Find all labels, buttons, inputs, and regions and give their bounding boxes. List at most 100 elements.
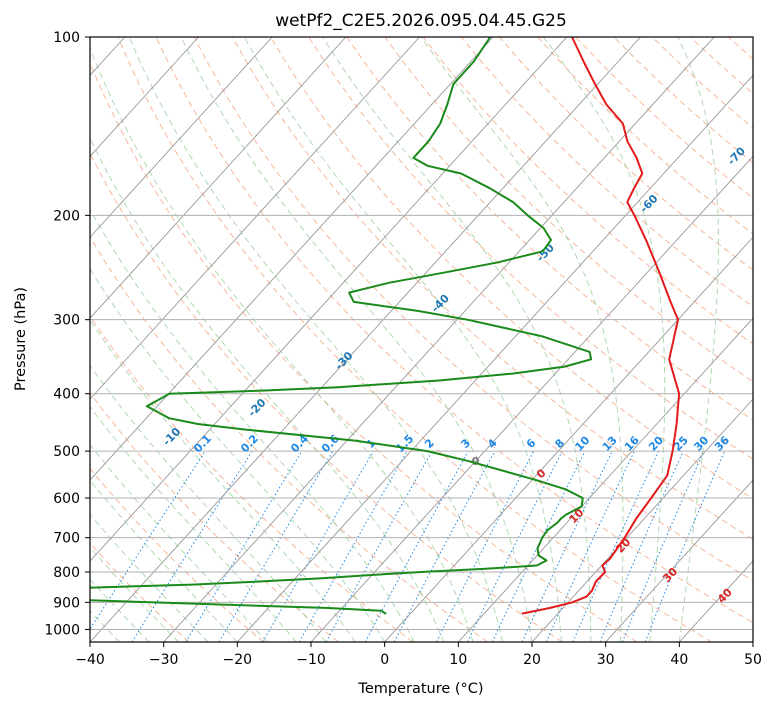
- dry-adiabat: [90, 542, 190, 642]
- moist-adiabat-label: -30: [332, 349, 355, 373]
- mixing-ratio-line: [572, 450, 660, 642]
- dry-adiabat: [689, 37, 753, 94]
- pressure-gridlines: [90, 37, 753, 630]
- isotherm: [90, 37, 273, 238]
- isotherm: [90, 37, 641, 642]
- dry-adiabat: [90, 152, 563, 642]
- dry-adiabat: [90, 315, 414, 642]
- y-axis-label: Pressure (hPa): [13, 287, 29, 391]
- mixing-ratio-label: 0.1: [191, 432, 214, 455]
- moist-adiabat: [90, 267, 386, 642]
- mixing-ratio-label: 2: [422, 436, 437, 451]
- x-axis-ticks: −40 −30 −20 −10 0 10 20 30 40 50: [75, 642, 762, 668]
- moist-adiabat: [90, 364, 327, 642]
- dry-adiabat: [90, 392, 339, 642]
- y-tick-label: 700: [53, 531, 80, 547]
- y-tick-label: 1000: [44, 622, 80, 638]
- moist-adiabat: [243, 37, 562, 642]
- mixing-ratio-line: [262, 450, 374, 642]
- x-tick-label: 20: [523, 652, 541, 668]
- moist-adiabat: [128, 37, 503, 642]
- dry-adiabat: [346, 37, 753, 421]
- moist-adiabats: [90, 37, 719, 642]
- x-tick-label: 10: [449, 652, 467, 668]
- moist-adiabat: [90, 136, 445, 642]
- mixing-ratio-line: [393, 450, 496, 642]
- mixing-ratio-line: [599, 450, 684, 642]
- moist-adiabat-label: -60: [638, 192, 661, 216]
- chart-title: wetPf2_C2E5.2026.095.04.45.G25: [275, 11, 567, 31]
- moist-adiabat: [90, 319, 356, 642]
- dry-adiabat: [90, 467, 264, 642]
- dry-adiabat: [90, 235, 488, 642]
- plot-frame: [89, 36, 754, 643]
- moist-adiabat: [180, 37, 533, 642]
- mixing-ratio-label: 0.6: [319, 432, 342, 455]
- isotherm: [90, 37, 494, 481]
- isotherm: [90, 37, 199, 157]
- isotherm: [605, 479, 753, 642]
- moist-adiabat: [420, 37, 624, 642]
- isotherm-label: 40: [715, 586, 735, 606]
- isotherms: [90, 37, 753, 642]
- zero-label: 0: [472, 455, 480, 468]
- y-tick-label: 100: [53, 30, 80, 46]
- y-tick-label: 300: [53, 313, 80, 329]
- moist-adiabat: [90, 405, 297, 642]
- isotherm: [458, 317, 753, 642]
- moist-adiabat: [322, 37, 592, 642]
- x-tick-label: −40: [75, 652, 105, 668]
- moist-adiabat: [677, 37, 719, 642]
- x-tick-label: 0: [380, 652, 389, 668]
- isotherm: [90, 37, 420, 400]
- mixing-ratio-label: 3: [458, 436, 473, 451]
- moist-adiabat: [90, 46, 474, 642]
- x-tick-label: 40: [670, 652, 688, 668]
- moist-adiabat: [542, 37, 666, 642]
- x-tick-label: −20: [223, 652, 253, 668]
- y-tick-label: 400: [53, 387, 80, 403]
- isotherm: [90, 37, 347, 319]
- dry-adiabat: [728, 37, 753, 60]
- x-tick-label: 30: [597, 652, 615, 668]
- moist-adiabat: [90, 479, 238, 642]
- moist-adiabat: [90, 208, 415, 642]
- y-axis-ticks: 1000 900 800 700 600 500 400 300 200 100: [44, 30, 90, 638]
- x-tick-label: 50: [744, 652, 762, 668]
- isotherm: [310, 155, 753, 642]
- dry-adiabat: [422, 37, 753, 345]
- mixing-ratio-label: 8: [552, 436, 567, 451]
- isotherm-label: 0: [534, 466, 549, 481]
- mixing-ratio-label: 6: [524, 436, 539, 451]
- mixing-ratio-line: [364, 450, 469, 642]
- mixing-ratio-line: [90, 450, 206, 631]
- y-tick-label: 800: [53, 565, 80, 581]
- isotherm: [531, 398, 753, 642]
- dry-adiabat: [651, 37, 753, 129]
- mixing-ratio-line: [185, 450, 303, 642]
- x-tick-label: −30: [149, 652, 179, 668]
- profile-series: [90, 37, 681, 615]
- x-tick-label: −10: [296, 652, 326, 668]
- dry-adiabat: [270, 37, 753, 500]
- isotherm: [384, 236, 753, 642]
- mixing-ratio-line: [435, 450, 535, 642]
- dry-adiabat: [384, 37, 753, 383]
- isotherm: [752, 641, 753, 642]
- mixing-ratio-line: [467, 450, 563, 642]
- dry-adiabat: [193, 37, 753, 582]
- isotherm: [90, 37, 568, 562]
- dewpoint-profile: [90, 37, 593, 615]
- dry-adiabat: [308, 37, 753, 460]
- mixing-ratio-line: [325, 450, 433, 642]
- mixing-ratio-line: [621, 450, 705, 642]
- dry-adiabat: [767, 37, 775, 642]
- moist-adiabat-label: -10: [160, 425, 183, 449]
- mixing-ratio-label: 1.5: [393, 432, 416, 455]
- x-axis-label: Temperature (°C): [357, 681, 483, 697]
- y-tick-label: 600: [53, 491, 80, 507]
- y-tick-label: 200: [53, 208, 80, 224]
- dry-adiabat: [155, 37, 753, 624]
- dry-adiabat: [117, 37, 712, 642]
